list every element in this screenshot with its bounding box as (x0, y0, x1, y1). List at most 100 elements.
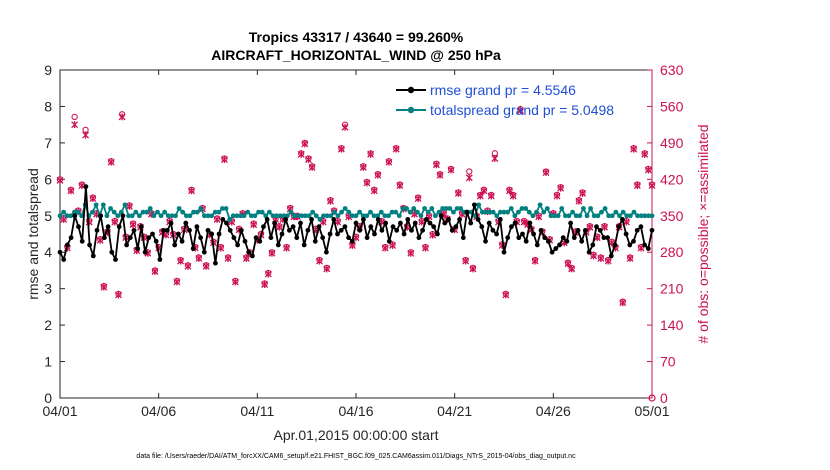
obs-assimilated-marker (323, 265, 331, 273)
spread-point (256, 209, 261, 215)
obs-assimilated-marker (542, 169, 550, 177)
spread-point (407, 209, 413, 215)
rmse-point (623, 231, 629, 237)
rmse-point (597, 227, 603, 233)
rmse-point (638, 224, 644, 230)
rmse-point (383, 220, 388, 226)
rmse-point (324, 249, 329, 255)
spread-point (422, 206, 427, 211)
rmse-point (412, 220, 418, 226)
obs-assimilated-marker (370, 187, 378, 195)
spread-point (169, 213, 175, 219)
spread-point (548, 213, 554, 219)
spread-point (133, 209, 139, 215)
obs-assimilated-marker (337, 145, 345, 153)
rmse-point (460, 235, 466, 241)
obs-assimilated-marker (564, 260, 572, 268)
rmse-point (501, 249, 507, 255)
x-tick-label: 04/11 (240, 403, 274, 419)
rmse-point (120, 213, 126, 219)
spread-point (389, 209, 395, 215)
rmse-point (357, 227, 363, 233)
obs-assimilated-marker (396, 182, 404, 190)
spread-point (483, 209, 489, 215)
rmse-point (83, 184, 89, 190)
obs-assimilated-marker (502, 291, 510, 299)
rmse-point (586, 249, 592, 255)
rmse-point (250, 253, 255, 259)
rmse-point (464, 209, 470, 215)
rmse-point (409, 227, 414, 233)
rmse-point (468, 220, 474, 226)
obs-assimilated-marker (619, 299, 627, 307)
rmse-point (497, 217, 503, 222)
spread-point (490, 209, 496, 215)
spread-point (360, 213, 366, 219)
rmse-point (594, 224, 599, 230)
spread-point (487, 209, 492, 215)
rmse-point (453, 224, 459, 230)
y-left-tick-label: 4 (44, 244, 52, 260)
rmse-point (227, 227, 233, 233)
obs-assimilated-marker (224, 254, 232, 262)
x-tick-label: 04/16 (338, 403, 373, 419)
rmse-point (187, 227, 192, 233)
spread-point (595, 213, 601, 219)
spread-point (476, 202, 482, 208)
rmse-point (472, 202, 477, 208)
rmse-point (549, 249, 555, 255)
rmse-point (423, 217, 429, 222)
rmse-point (457, 217, 462, 222)
rmse-point (213, 260, 218, 266)
rmse-point (142, 249, 148, 255)
obs-assimilated-marker (641, 150, 649, 158)
rmse-point (483, 238, 488, 244)
rmse-point (201, 249, 207, 255)
rmse-point (616, 224, 622, 230)
spread-point (137, 213, 142, 219)
spread-point (530, 213, 536, 219)
spread-point (108, 206, 113, 211)
rmse-point (645, 246, 651, 251)
spread-point (324, 213, 330, 219)
obs-assimilated-marker (407, 249, 415, 257)
spread-point (72, 209, 77, 215)
spread-point (368, 209, 373, 215)
spread-point (353, 213, 359, 219)
rmse-point (194, 224, 200, 230)
rmse-point (79, 238, 85, 244)
rmse-point (542, 235, 548, 241)
spread-point (205, 213, 211, 219)
spread-point (158, 213, 164, 219)
y-left-tick-label: 1 (44, 354, 52, 370)
rmse-point (627, 242, 633, 248)
spread-point (299, 213, 305, 219)
rmse-point (527, 220, 533, 226)
spread-point (61, 209, 67, 215)
spread-point (118, 209, 124, 215)
obs-assimilated-marker (553, 192, 561, 200)
y-right-tick-label: 0 (660, 390, 668, 406)
y-left-tick-label: 3 (44, 281, 52, 297)
obs-assimilated-marker (531, 257, 539, 265)
spread-point (277, 213, 283, 219)
obs-assimilated-marker (261, 281, 269, 289)
rmse-point (150, 231, 155, 237)
rmse-point (157, 257, 163, 262)
spread-point (64, 213, 70, 219)
y-axis-label-right: # of obs: o=possible; ×=assimilated (695, 124, 711, 343)
obs-assimilated-marker (568, 265, 576, 273)
obs-assimilated-marker (308, 163, 316, 171)
spread-point (631, 209, 637, 215)
spread-point (562, 213, 568, 219)
rmse-point (161, 227, 167, 233)
rmse-point (620, 217, 625, 222)
spread-point (516, 209, 521, 215)
spread-point (90, 209, 95, 215)
rmse-point (257, 238, 263, 244)
spread-point (263, 213, 269, 219)
spread-point (292, 213, 298, 219)
obs-assimilated-marker (275, 223, 283, 231)
spread-point (162, 209, 168, 215)
spread-point (588, 206, 594, 211)
